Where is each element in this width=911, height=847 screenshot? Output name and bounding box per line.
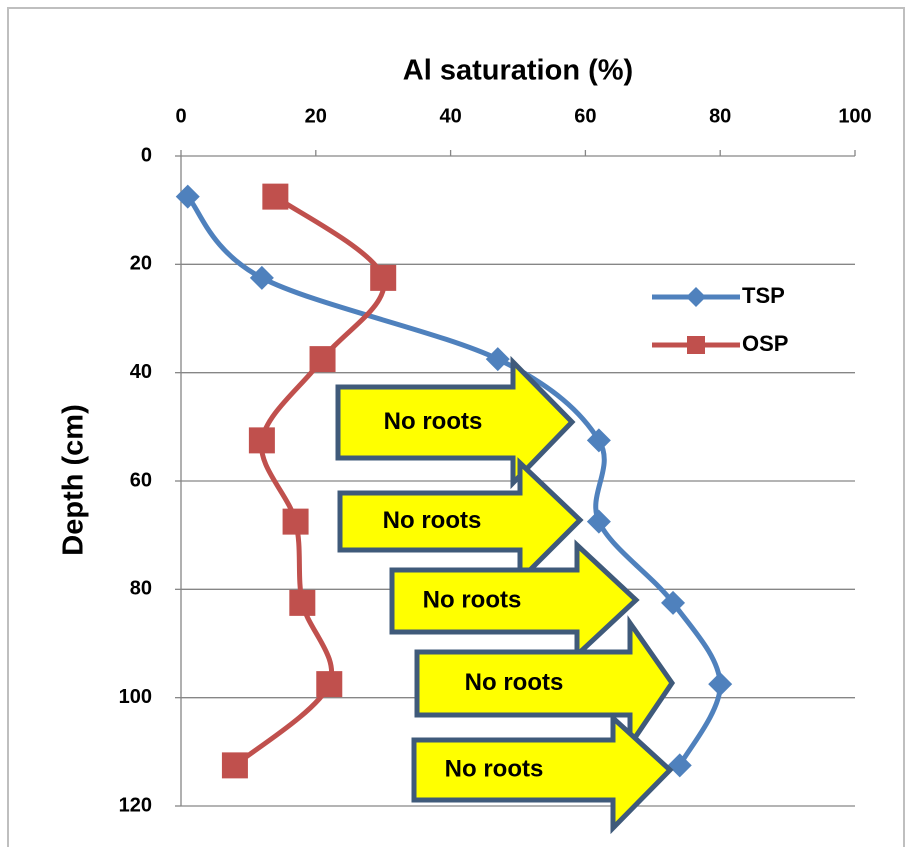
marker	[687, 336, 705, 354]
marker	[262, 183, 289, 210]
marker	[309, 346, 336, 373]
axis-label: Depth (cm)	[58, 404, 90, 555]
depth-tick-label: 20	[130, 253, 152, 275]
arrow	[335, 355, 576, 490]
legend-label: TSP	[742, 283, 785, 308]
depth-tick-label: 40	[130, 361, 152, 383]
marker	[370, 264, 397, 291]
marker	[708, 672, 733, 697]
marker	[289, 589, 316, 616]
saturation-tick-label: 80	[709, 105, 731, 127]
marker	[316, 671, 343, 698]
arrow	[389, 539, 640, 661]
marker	[686, 287, 706, 307]
marker	[661, 590, 686, 615]
marker	[586, 509, 611, 534]
arrow	[337, 457, 584, 587]
annotation: No roots	[445, 755, 544, 782]
depth-tick-label: 0	[141, 144, 152, 166]
marker	[249, 265, 274, 290]
arrow	[411, 712, 674, 835]
marker	[667, 753, 692, 778]
series-line	[185, 194, 723, 767]
depth-tick-label: 60	[130, 469, 152, 491]
saturation-tick-label: 100	[838, 105, 871, 127]
marker	[175, 184, 200, 209]
chart-title: Al saturation (%)	[403, 55, 633, 87]
marker	[485, 347, 510, 372]
arrows: No roots No roots No roots No roots No roots	[335, 355, 676, 835]
arrow	[414, 615, 676, 754]
depth-tick-label: 120	[119, 794, 152, 816]
marker	[221, 752, 248, 779]
marker	[586, 428, 611, 453]
annotation: No roots	[383, 507, 482, 534]
saturation-tick-label: 60	[574, 105, 596, 127]
annotation: No roots	[423, 586, 522, 613]
annotation: No roots	[465, 669, 564, 696]
depth-tick-label: 80	[130, 578, 152, 600]
marker	[248, 427, 275, 454]
saturation-tick-label: 20	[305, 105, 327, 127]
saturation-tick-label: 40	[439, 105, 461, 127]
depth-tick-label: 100	[119, 686, 152, 708]
marker	[282, 508, 309, 535]
saturation-tick-label: 0	[175, 105, 186, 127]
legend-label: OSP	[742, 331, 788, 356]
annotation: No roots	[384, 408, 483, 435]
